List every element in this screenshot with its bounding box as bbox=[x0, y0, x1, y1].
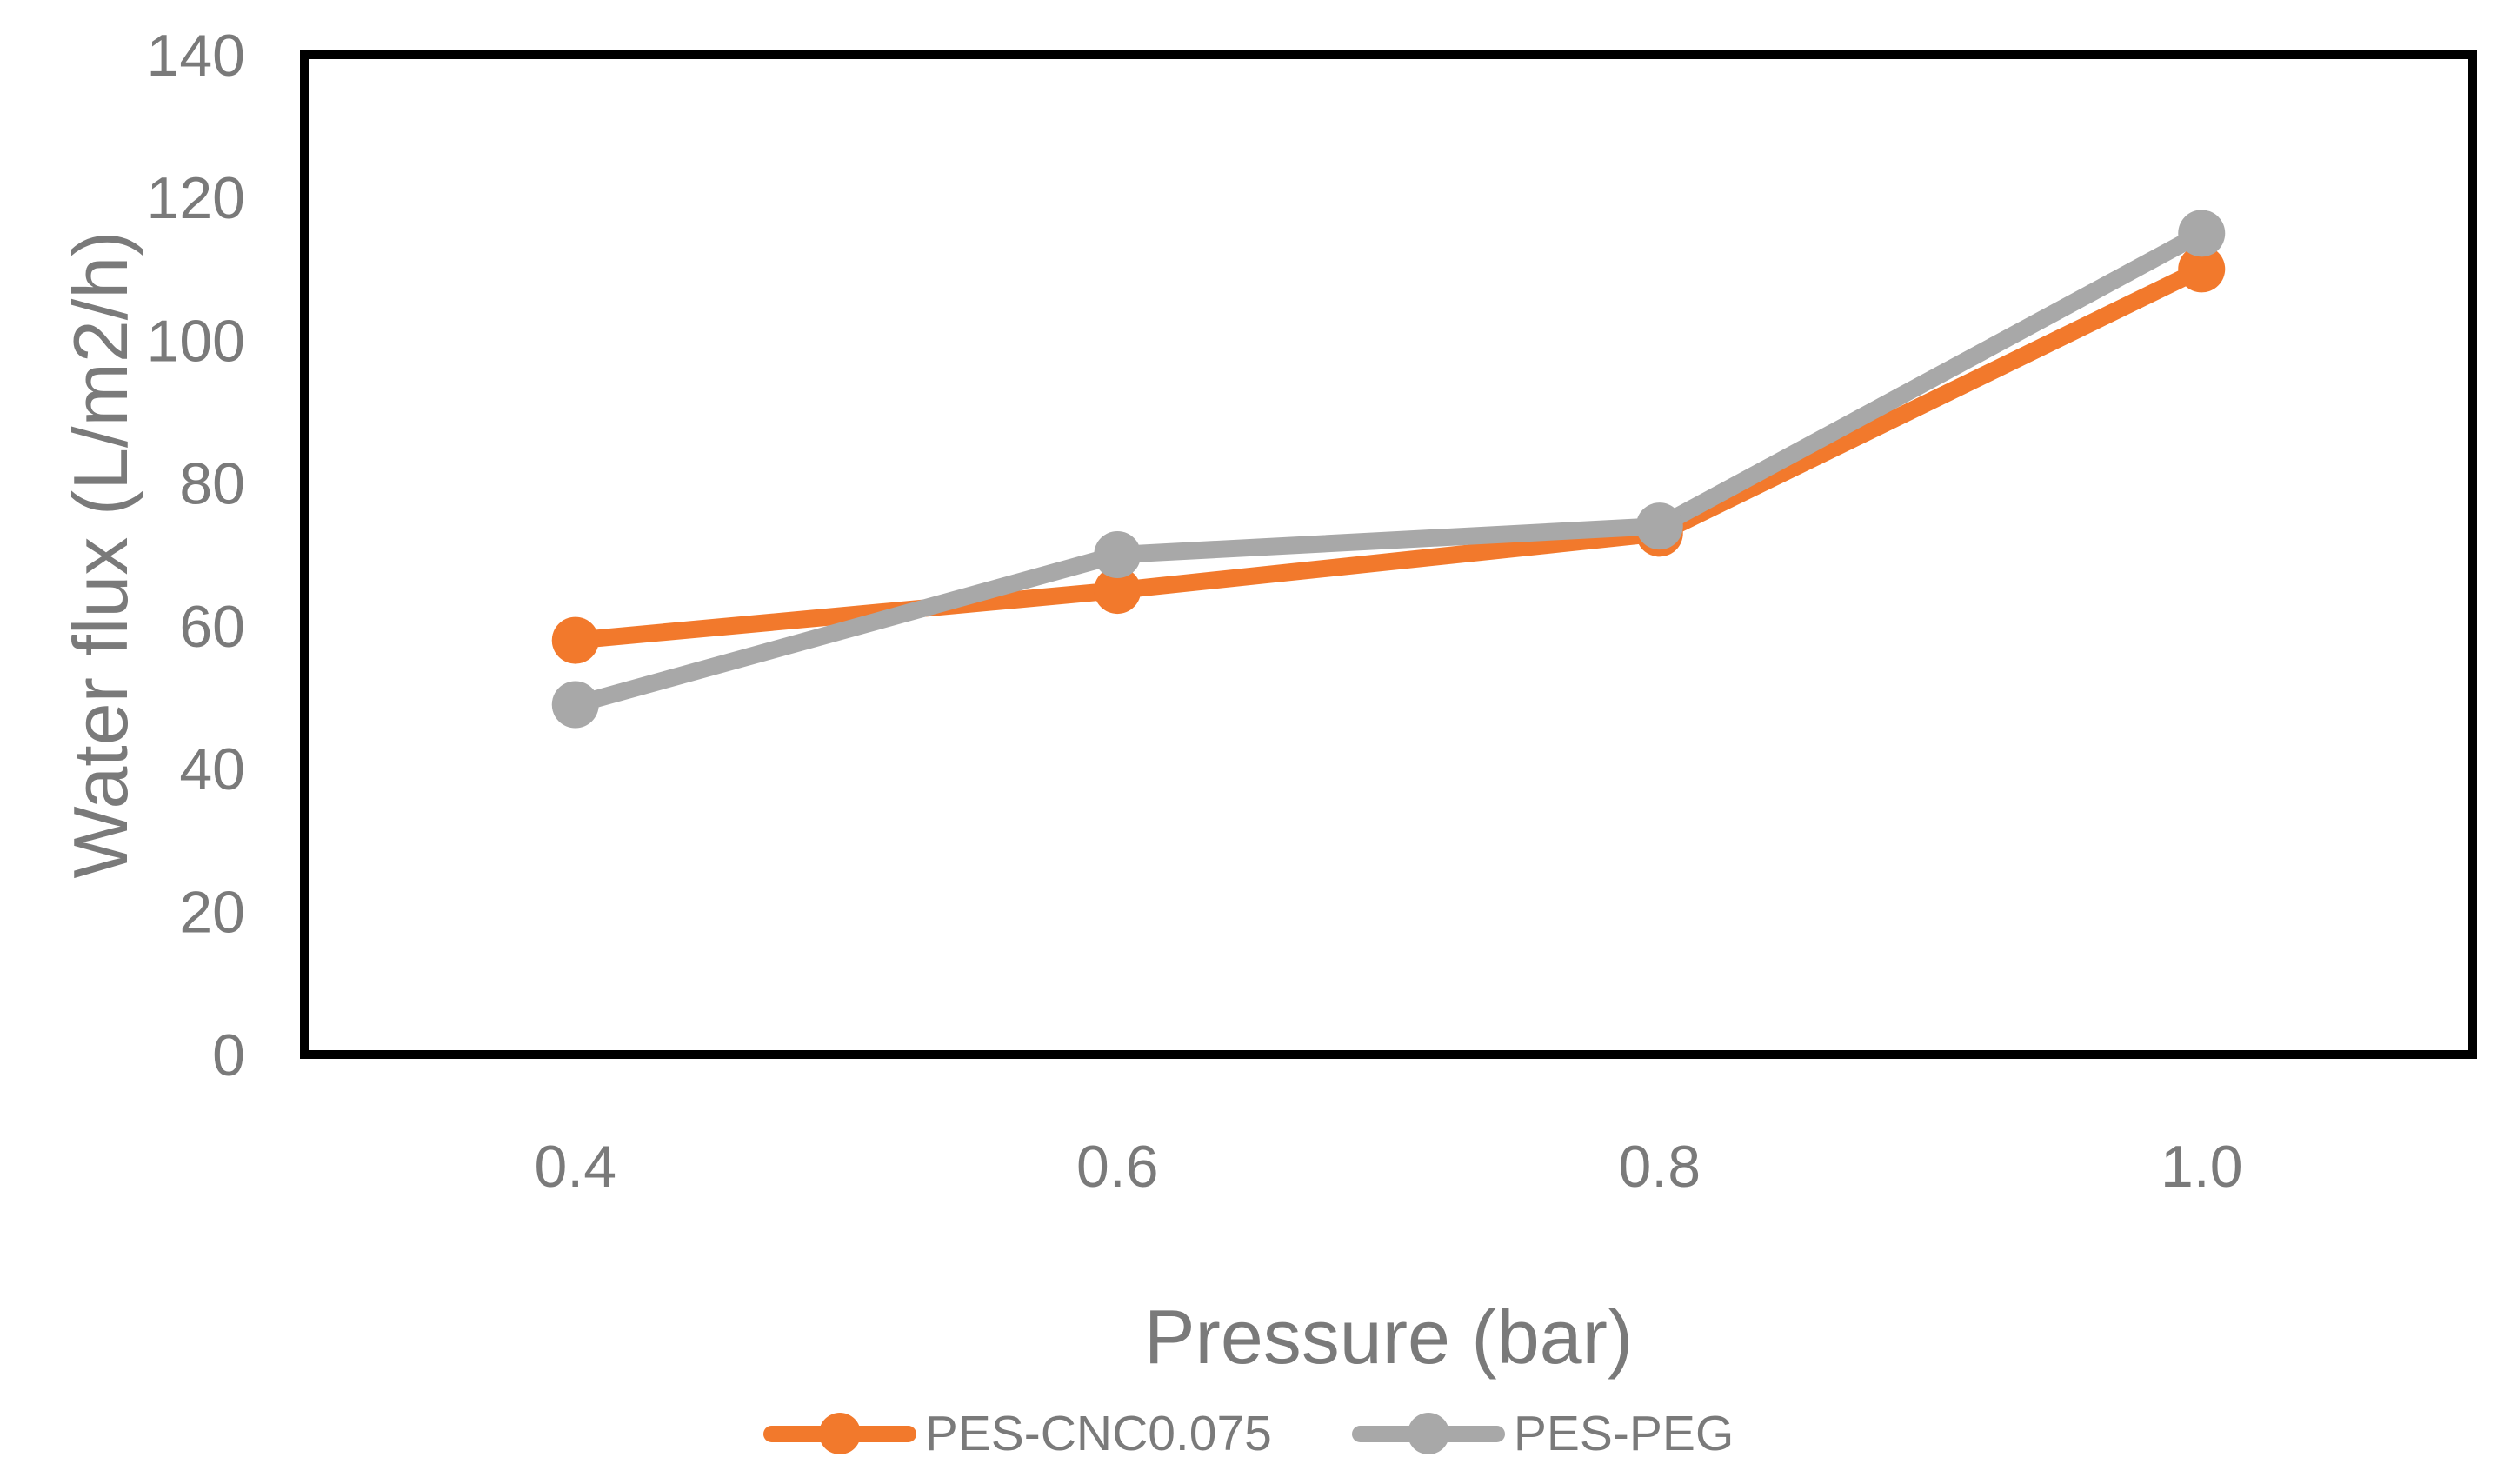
y-tick-label: 40 bbox=[179, 736, 245, 802]
data-point-marker bbox=[551, 681, 599, 729]
y-tick-label: 140 bbox=[147, 23, 245, 89]
legend-label: PES-CNC0.075 bbox=[924, 1405, 1272, 1461]
data-point-marker bbox=[1094, 567, 1142, 615]
x-axis-title: Pressure (bar) bbox=[1144, 1294, 1633, 1380]
y-tick-label: 100 bbox=[147, 308, 245, 374]
series-PES-PEG bbox=[551, 210, 2226, 729]
y-tick-label: 80 bbox=[179, 451, 245, 517]
data-series bbox=[551, 210, 2226, 729]
legend: PES-CNC0.075 PES-PEG bbox=[0, 1392, 2497, 1475]
x-axis-tick-labels: 0.4 0.6 0.8 1.0 bbox=[534, 1134, 2242, 1200]
x-tick-label: 0.4 bbox=[534, 1134, 616, 1200]
y-tick-label: 20 bbox=[179, 880, 245, 946]
legend-marker-line bbox=[1351, 1413, 1505, 1454]
series-line bbox=[566, 224, 2211, 714]
legend-marker-dot bbox=[1407, 1413, 1449, 1454]
y-axis-title: Water flux (L/m2/h) bbox=[57, 231, 143, 879]
x-tick-label: 0.8 bbox=[1618, 1134, 1701, 1200]
x-tick-label: 1.0 bbox=[2161, 1134, 2243, 1200]
data-point-marker bbox=[1094, 531, 1142, 578]
data-point-marker bbox=[2178, 245, 2226, 293]
legend-label: PES-PEG bbox=[1513, 1405, 1735, 1461]
legend-item: PES-CNC0.075 bbox=[762, 1405, 1272, 1461]
legend-marker-dot bbox=[818, 1413, 861, 1454]
series-PES-CNC0.075 bbox=[551, 245, 2226, 664]
data-point-marker bbox=[551, 616, 599, 664]
series-line bbox=[566, 260, 2211, 649]
plot-area-border bbox=[300, 50, 2477, 1059]
data-point-marker bbox=[2178, 210, 2226, 257]
legend-marker-line bbox=[762, 1413, 916, 1454]
legend-item: PES-PEG bbox=[1351, 1405, 1735, 1461]
data-point-marker bbox=[1635, 502, 1683, 550]
y-tick-label: 120 bbox=[147, 165, 245, 231]
x-tick-label: 0.6 bbox=[1076, 1134, 1159, 1200]
y-axis-tick-labels: 0 20 40 60 80 100 120 140 bbox=[147, 23, 245, 1088]
y-tick-label: 0 bbox=[212, 1022, 245, 1088]
y-tick-label: 60 bbox=[179, 594, 245, 660]
